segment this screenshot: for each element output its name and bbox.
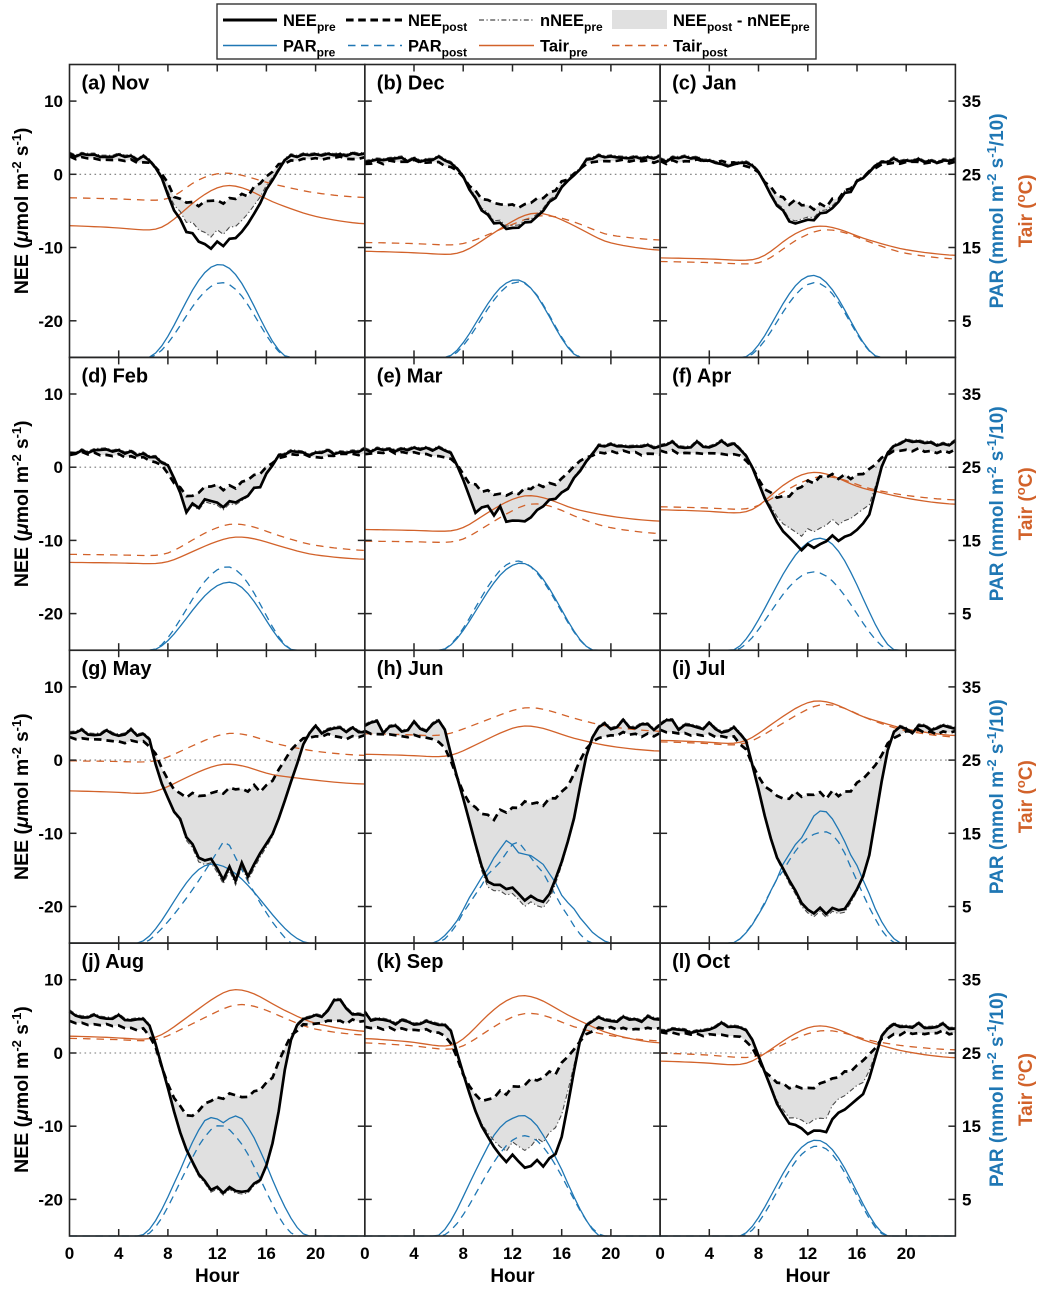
svg-text:(a) Nov: (a) Nov xyxy=(82,73,151,95)
svg-text:PAR (mmol m-2 s-1/10): PAR (mmol m-2 s-1/10) xyxy=(984,992,1008,1187)
svg-text:10: 10 xyxy=(44,971,63,990)
svg-text:20: 20 xyxy=(306,1244,325,1263)
svg-text:15: 15 xyxy=(962,239,981,258)
svg-text:PAR (mmol m-2 s-1/10): PAR (mmol m-2 s-1/10) xyxy=(984,406,1008,601)
svg-text:Tair (oC): Tair (oC) xyxy=(1013,467,1037,540)
svg-text:12: 12 xyxy=(798,1244,817,1263)
svg-text:-10: -10 xyxy=(38,239,63,258)
svg-text:15: 15 xyxy=(962,531,981,550)
svg-text:-10: -10 xyxy=(38,1117,63,1136)
svg-text:Hour: Hour xyxy=(490,1266,535,1287)
svg-text:Hour: Hour xyxy=(786,1266,831,1287)
svg-text:20: 20 xyxy=(897,1244,916,1263)
svg-text:15: 15 xyxy=(962,824,981,843)
svg-text:4: 4 xyxy=(409,1244,419,1263)
svg-text:Tair (oC): Tair (oC) xyxy=(1013,760,1037,833)
svg-text:35: 35 xyxy=(962,971,981,990)
svg-text:0: 0 xyxy=(65,1244,74,1263)
svg-text:PAR (mmol m-2 s-1/10): PAR (mmol m-2 s-1/10) xyxy=(984,113,1008,308)
svg-text:(g) May: (g) May xyxy=(82,658,153,680)
svg-text:8: 8 xyxy=(458,1244,467,1263)
svg-text:NEE (μmol m-2 s-1): NEE (μmol m-2 s-1) xyxy=(9,713,33,880)
svg-text:(d) Feb: (d) Feb xyxy=(82,365,149,387)
svg-text:35: 35 xyxy=(962,92,981,111)
svg-text:-10: -10 xyxy=(38,824,63,843)
svg-text:8: 8 xyxy=(754,1244,763,1263)
svg-text:0: 0 xyxy=(54,1044,63,1063)
svg-text:35: 35 xyxy=(962,385,981,404)
svg-text:5: 5 xyxy=(962,605,971,624)
svg-text:4: 4 xyxy=(705,1244,715,1263)
svg-text:0: 0 xyxy=(54,458,63,477)
svg-text:25: 25 xyxy=(962,1044,981,1063)
svg-text:PAR (mmol m-2 s-1/10): PAR (mmol m-2 s-1/10) xyxy=(984,699,1008,894)
svg-text:4: 4 xyxy=(114,1244,124,1263)
svg-text:16: 16 xyxy=(848,1244,867,1263)
svg-text:NEE (μmol m-2 s-1): NEE (μmol m-2 s-1) xyxy=(9,421,33,588)
svg-text:5: 5 xyxy=(962,1190,971,1209)
svg-text:-20: -20 xyxy=(38,898,63,917)
svg-text:10: 10 xyxy=(44,92,63,111)
svg-text:(l) Oct: (l) Oct xyxy=(672,951,730,973)
svg-text:20: 20 xyxy=(601,1244,620,1263)
svg-text:NEE (μmol m-2 s-1): NEE (μmol m-2 s-1) xyxy=(9,1006,33,1173)
svg-text:16: 16 xyxy=(552,1244,571,1263)
svg-text:8: 8 xyxy=(163,1244,172,1263)
svg-text:25: 25 xyxy=(962,751,981,770)
svg-text:Hour: Hour xyxy=(195,1266,240,1287)
svg-text:(e) Mar: (e) Mar xyxy=(377,365,443,387)
svg-text:5: 5 xyxy=(962,898,971,917)
svg-text:16: 16 xyxy=(257,1244,276,1263)
svg-text:-20: -20 xyxy=(38,1190,63,1209)
svg-text:0: 0 xyxy=(655,1244,664,1263)
svg-text:(i) Jul: (i) Jul xyxy=(672,658,725,680)
svg-text:(j) Aug: (j) Aug xyxy=(82,951,145,973)
svg-text:12: 12 xyxy=(208,1244,227,1263)
svg-text:(c) Jan: (c) Jan xyxy=(672,73,736,95)
svg-text:Tair (oC): Tair (oC) xyxy=(1013,174,1037,247)
svg-text:-10: -10 xyxy=(38,531,63,550)
svg-text:5: 5 xyxy=(962,312,971,331)
svg-text:0: 0 xyxy=(360,1244,369,1263)
svg-text:(h) Jun: (h) Jun xyxy=(377,658,444,680)
svg-text:35: 35 xyxy=(962,678,981,697)
svg-text:25: 25 xyxy=(962,165,981,184)
svg-text:10: 10 xyxy=(44,385,63,404)
svg-text:15: 15 xyxy=(962,1117,981,1136)
svg-text:(k) Sep: (k) Sep xyxy=(377,951,444,973)
svg-text:0: 0 xyxy=(54,165,63,184)
svg-text:NEE (μmol m-2 s-1): NEE (μmol m-2 s-1) xyxy=(9,128,33,295)
svg-text:-20: -20 xyxy=(38,605,63,624)
svg-text:25: 25 xyxy=(962,458,981,477)
svg-text:Tair (oC): Tair (oC) xyxy=(1013,1053,1037,1126)
svg-text:12: 12 xyxy=(503,1244,522,1263)
svg-text:-20: -20 xyxy=(38,312,63,331)
svg-text:(b) Dec: (b) Dec xyxy=(377,73,445,95)
svg-text:0: 0 xyxy=(54,751,63,770)
svg-text:10: 10 xyxy=(44,678,63,697)
svg-text:(f) Apr: (f) Apr xyxy=(672,365,731,387)
